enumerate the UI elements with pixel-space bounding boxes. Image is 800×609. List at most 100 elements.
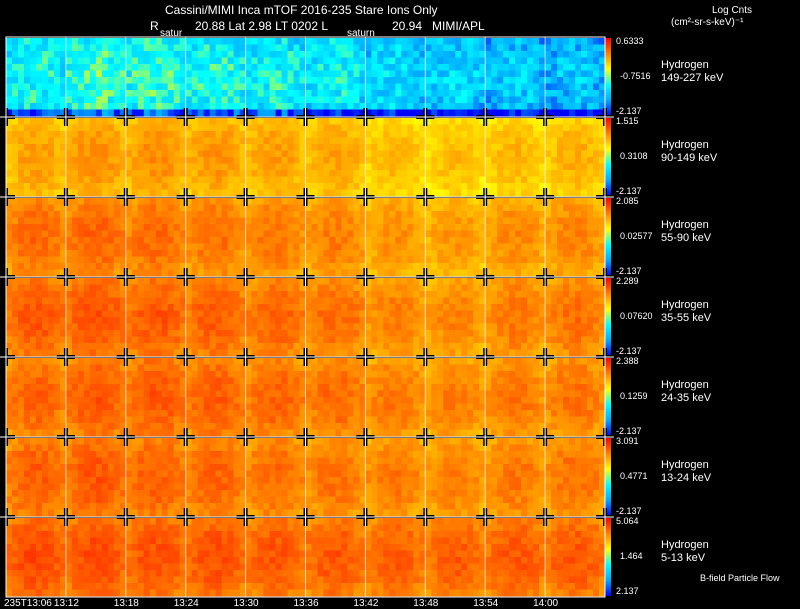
- grid-cross: [296, 188, 315, 206]
- heatmap-cell: [461, 124, 468, 132]
- heatmap-cell: [215, 131, 223, 138]
- heatmap-cell: [347, 90, 354, 97]
- heatmap-cell: [521, 304, 528, 311]
- heatmap-cell: [59, 217, 67, 225]
- heatmap-cell: [551, 323, 558, 331]
- heatmap-cell: [593, 224, 600, 231]
- heatmap-cell: [557, 284, 564, 292]
- heatmap-cell: [287, 336, 294, 344]
- heatmap-cell: [533, 124, 540, 132]
- heatmap-cell: [59, 336, 67, 344]
- heatmap-cell: [71, 144, 79, 151]
- heatmap-cell: [599, 243, 606, 251]
- heatmap-cell: [359, 170, 366, 177]
- heatmap-cell: [599, 198, 606, 205]
- heatmap-cell: [173, 278, 181, 285]
- heatmap-cell: [221, 103, 229, 110]
- heatmap-cell: [587, 297, 594, 305]
- heatmap-cell: [575, 336, 582, 344]
- heatmap-cell: [209, 343, 217, 350]
- heatmap-cell: [335, 150, 342, 158]
- heatmap-cell: [383, 83, 390, 91]
- heatmap-cell: [179, 163, 187, 171]
- heatmap-cell: [6, 198, 13, 205]
- heatmap-cell: [353, 304, 360, 311]
- heatmap-cell: [539, 189, 546, 197]
- heatmap-cell: [65, 118, 73, 125]
- heatmap-cell: [29, 330, 37, 337]
- heatmap-cell: [167, 70, 175, 78]
- heatmap-cell: [575, 211, 582, 218]
- heatmap-cell: [35, 211, 43, 218]
- panel-3: [5, 277, 606, 358]
- heatmap-cell: [599, 131, 606, 138]
- heatmap-cell: [431, 243, 438, 251]
- heatmap-cell: [545, 38, 552, 45]
- heatmap-cell: [155, 211, 163, 218]
- heatmap-cell: [101, 237, 109, 244]
- heatmap-cell: [65, 217, 73, 225]
- heatmap-cell: [239, 349, 246, 357]
- heatmap-cell: [95, 124, 103, 132]
- heatmap-cell: [557, 278, 564, 285]
- heatmap-cell: [497, 83, 504, 91]
- heatmap-cell: [71, 118, 79, 125]
- heatmap-cell: [11, 150, 19, 158]
- heatmap-cell: [203, 263, 211, 270]
- heatmap-cell: [59, 343, 67, 350]
- heatmap-cell: [563, 96, 570, 104]
- heatmap-cell: [191, 144, 199, 151]
- heatmap-cell: [233, 343, 241, 350]
- image-block: [185, 118, 246, 197]
- heatmap-cell: [353, 250, 360, 257]
- heatmap-cell: [335, 330, 342, 337]
- heatmap-cell: [593, 163, 600, 171]
- heatmap-cell: [191, 237, 199, 244]
- heatmap-cell: [197, 224, 205, 231]
- heatmap-cell: [479, 291, 486, 298]
- heatmap-cell: [65, 224, 73, 231]
- heatmap-cell: [29, 144, 37, 151]
- heatmap-cell: [437, 237, 444, 244]
- heatmap-cell: [509, 64, 516, 71]
- heatmap-cell: [581, 109, 588, 117]
- heatmap-cell: [485, 243, 492, 251]
- heatmap-cell: [161, 137, 169, 145]
- heatmap-cell: [557, 263, 564, 270]
- heatmap-cell: [59, 118, 67, 125]
- heatmap-cell: [6, 163, 13, 171]
- heatmap-cell: [35, 51, 43, 58]
- heatmap-cell: [23, 317, 31, 324]
- heatmap-cell: [215, 57, 223, 65]
- heatmap-cell: [431, 176, 438, 184]
- heatmap-cell: [347, 284, 354, 292]
- heatmap-cell: [191, 317, 199, 324]
- heatmap-cell: [347, 150, 354, 158]
- heatmap-cell: [233, 90, 241, 97]
- heatmap-cell: [521, 230, 528, 238]
- heatmap-cell: [119, 118, 127, 125]
- heatmap-cell: [245, 70, 252, 78]
- heatmap-cell: [347, 38, 354, 45]
- heatmap-cell: [23, 297, 31, 305]
- heatmap-cell: [329, 77, 336, 84]
- heatmap-cell: [497, 64, 504, 71]
- heatmap-cell: [35, 170, 43, 177]
- heatmap-cell: [119, 96, 127, 104]
- heatmap-cell: [263, 263, 270, 270]
- heatmap-cell: [563, 284, 570, 292]
- heatmap-cell: [209, 44, 217, 52]
- heatmap-cell: [491, 224, 498, 231]
- heatmap-cell: [263, 163, 270, 171]
- heatmap-cell: [17, 211, 25, 218]
- heatmap-cell: [239, 211, 246, 218]
- heatmap-cell: [209, 144, 217, 151]
- heatmap-cell: [221, 263, 229, 270]
- heatmap-cell: [215, 243, 223, 251]
- heatmap-cell: [563, 170, 570, 177]
- heatmap-cell: [269, 77, 276, 84]
- heatmap-cell: [299, 237, 306, 244]
- heatmap-cell: [119, 170, 127, 177]
- heatmap-cell: [53, 198, 61, 205]
- heatmap-cell: [527, 183, 534, 190]
